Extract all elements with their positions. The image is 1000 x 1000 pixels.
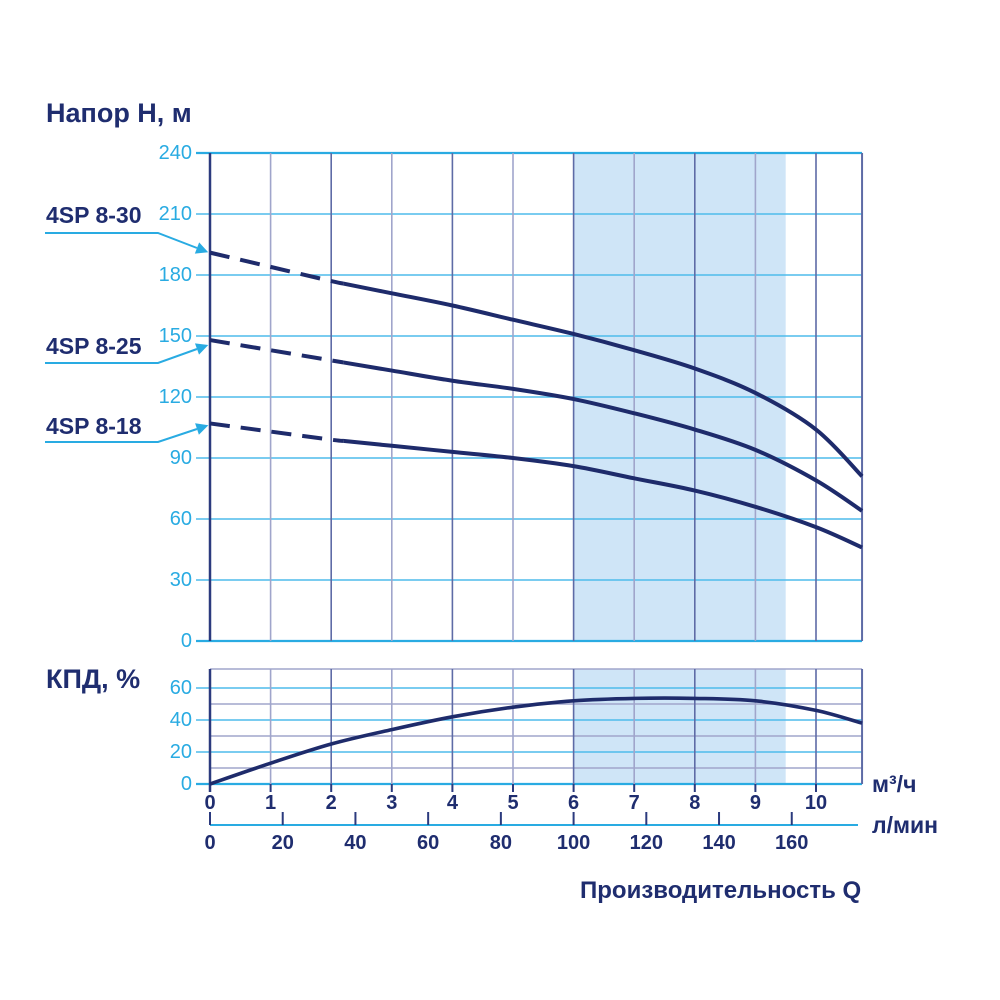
efficiency-axis-tick-label: 0 [180, 773, 192, 795]
m3h-axis-tick-label: 10 [804, 792, 828, 814]
efficiency-axis-tick-label: 40 [169, 709, 192, 731]
lmin-axis-tick-label: 120 [629, 832, 663, 854]
m3h-unit-label: м³/ч [872, 771, 917, 797]
head-axis-tick-label: 180 [158, 264, 192, 286]
lmin-axis-tick-label: 20 [271, 832, 294, 854]
m3h-axis-tick-label: 6 [568, 792, 580, 814]
efficiency-axis-tick-label: 60 [169, 677, 192, 699]
lmin-unit-label: л/мин [872, 812, 939, 838]
m3h-axis-tick-label: 7 [628, 792, 640, 814]
lmin-axis-tick-label: 140 [702, 832, 736, 854]
curve-label-4sp-8-30: 4SP 8-30 [46, 202, 142, 228]
efficiency-chart-title: КПД, % [46, 664, 141, 694]
m3h-axis-tick-label: 9 [749, 792, 761, 814]
lmin-axis-tick-label: 160 [775, 832, 809, 854]
head-axis-tick-label: 30 [169, 569, 192, 591]
head-axis-tick-label: 0 [180, 630, 192, 652]
lmin-axis-tick-label: 80 [489, 832, 512, 854]
head-axis-tick-label: 210 [158, 203, 192, 225]
lmin-axis-tick-label: 60 [417, 832, 440, 854]
m3h-axis-tick-label: 4 [446, 792, 458, 814]
head-axis-tick-label: 240 [158, 142, 192, 164]
x-axis-title: Производительность Q [580, 877, 862, 904]
m3h-axis-tick-label: 3 [386, 792, 398, 814]
head-axis-tick-label: 90 [169, 447, 192, 469]
head-axis-tick-label: 120 [158, 386, 192, 408]
head-axis-tick-label: 60 [169, 508, 192, 530]
m3h-axis-tick-label: 0 [204, 792, 216, 814]
m3h-axis-tick-label: 2 [325, 792, 337, 814]
efficiency-axis-tick-label: 20 [169, 741, 192, 763]
head-chart-title: Напор Н, м [46, 98, 192, 128]
lmin-axis-tick-label: 40 [344, 832, 367, 854]
head-axis-tick-label: 150 [158, 325, 192, 347]
curve-label-4sp-8-18: 4SP 8-18 [46, 413, 142, 439]
curve-label-4sp-8-25: 4SP 8-25 [46, 333, 142, 359]
m3h-axis-tick-label: 1 [265, 792, 277, 814]
m3h-axis-tick-label: 5 [507, 792, 519, 814]
m3h-axis-tick-label: 8 [689, 792, 701, 814]
lmin-axis-tick-label: 0 [204, 832, 216, 854]
lmin-axis-tick-label: 100 [556, 832, 591, 854]
